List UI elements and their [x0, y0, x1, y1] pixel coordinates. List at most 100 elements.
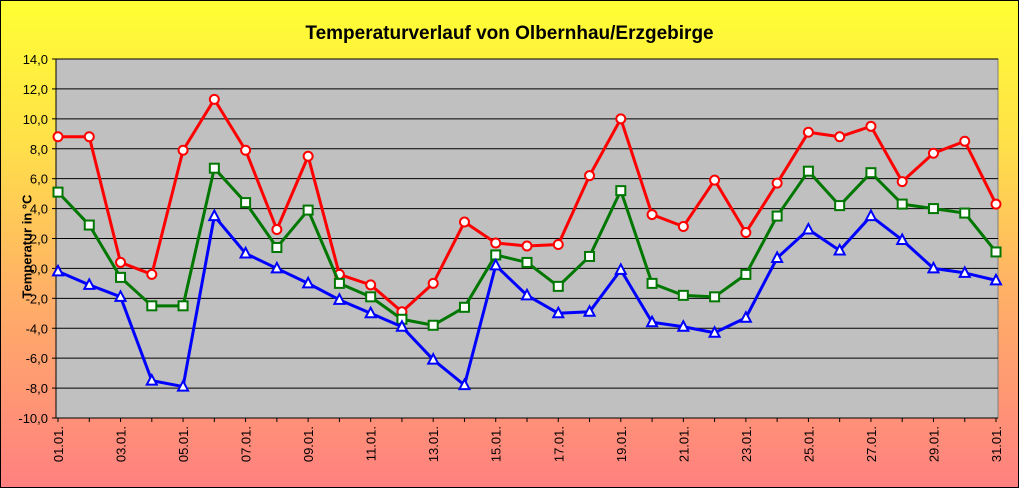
x-tick-label: 11.01.	[364, 426, 379, 461]
x-tick-label: 21.01.	[676, 426, 691, 462]
data-point-series-2	[990, 246, 1002, 258]
axes	[55, 59, 998, 422]
data-point-series-1	[521, 240, 533, 252]
data-point-series-2	[458, 301, 470, 313]
y-tick-label: -8,0	[26, 381, 48, 396]
data-point-series-2	[802, 165, 814, 177]
data-point-series-3	[238, 245, 253, 259]
data-point-series-2	[302, 204, 314, 216]
y-tick-label: 14,0	[23, 52, 48, 67]
data-point-series-1	[615, 113, 627, 125]
data-point-series-3	[958, 265, 972, 278]
y-tick-labels: 14,0 12,0 10,0 8,0 6,0 4,0 2,0 0,0 -2,0 -4,0 -6,0 -…	[18, 52, 48, 426]
data-point-series-2	[927, 203, 939, 215]
data-point-series-3	[51, 263, 65, 277]
data-point-series-1	[927, 147, 939, 159]
data-point-series-1	[427, 277, 439, 289]
data-point-series-3	[301, 275, 315, 289]
data-point-series-2	[146, 300, 158, 312]
data-point-series-2	[865, 167, 877, 179]
data-point-series-3	[833, 242, 847, 256]
data-point-series-1	[802, 126, 814, 138]
data-point-series-2	[646, 277, 658, 289]
y-tick-label: -6,0	[26, 351, 48, 366]
data-point-series-2	[896, 198, 908, 210]
data-point-series-1	[896, 176, 908, 188]
y-tick-label: 4,0	[30, 202, 48, 217]
data-point-series-1	[240, 144, 252, 156]
y-tick-label: 12,0	[23, 82, 48, 97]
x-tick-label: 31.01.	[989, 426, 1004, 462]
x-tick-label: 05.01.	[176, 426, 191, 462]
data-point-series-3	[207, 208, 221, 222]
data-point-series-1	[365, 279, 377, 291]
data-point-series-3	[395, 319, 409, 332]
x-tick-label: 19.01.	[614, 426, 629, 462]
data-point-series-3	[82, 277, 96, 290]
data-point-series-1	[959, 135, 971, 147]
data-point-series-3	[582, 304, 597, 317]
x-tick-label: 15.01.	[489, 426, 504, 462]
data-point-series-1	[552, 238, 564, 250]
data-point-series-2	[333, 277, 345, 289]
data-point-series-1	[83, 131, 95, 143]
data-point-series-2	[115, 271, 127, 283]
data-point-series-2	[365, 291, 377, 303]
series-group	[51, 93, 1003, 392]
data-point-series-3	[989, 272, 1003, 286]
data-point-series-2	[427, 319, 439, 331]
y-tick-label: -10,0	[18, 411, 48, 426]
data-point-series-1	[208, 93, 220, 105]
data-point-series-2	[83, 219, 95, 231]
data-point-series-3	[270, 260, 284, 274]
data-point-series-2	[709, 291, 721, 303]
data-point-series-3	[614, 262, 628, 275]
data-point-series-3	[113, 289, 128, 302]
y-tick-label: -4,0	[26, 321, 48, 336]
x-tick-label: 27.01.	[864, 426, 879, 462]
data-point-series-3	[864, 208, 878, 222]
data-point-series-2	[208, 162, 220, 174]
data-point-series-2	[959, 207, 971, 219]
x-tick-label: 07.01.	[239, 426, 254, 462]
x-tick-label: 29.01.	[926, 426, 941, 462]
data-point-series-1	[740, 227, 752, 239]
data-point-series-3	[770, 250, 784, 263]
y-tick-label: 2,0	[30, 232, 48, 247]
data-point-series-2	[834, 200, 846, 212]
data-point-series-3	[332, 292, 347, 305]
x-tick-labels: 01.01. 03.01. 05.01. 07.01. 09.01. 11.01. 13.0…	[51, 426, 1004, 462]
x-tick-label: 17.01.	[551, 426, 566, 462]
data-point-series-2	[521, 256, 533, 268]
data-point-series-1	[709, 174, 721, 186]
data-point-series-3	[895, 232, 909, 245]
data-point-series-2	[584, 250, 596, 262]
data-point-series-2	[677, 289, 689, 301]
data-point-series-1	[865, 120, 877, 132]
x-tick-label: 25.01.	[801, 426, 816, 462]
data-point-series-3	[489, 257, 503, 271]
data-point-series-2	[240, 197, 252, 209]
chart-title: Temperaturverlauf von Olbernhau/Erzgebir…	[305, 23, 714, 44]
data-point-series-1	[990, 198, 1002, 210]
data-point-series-3	[707, 325, 722, 338]
data-point-series-2	[271, 241, 283, 253]
data-point-series-3	[739, 310, 753, 323]
data-point-series-2	[552, 280, 564, 292]
x-tick-label: 03.01.	[114, 426, 129, 462]
data-point-series-1	[646, 209, 658, 221]
data-point-series-3	[551, 305, 565, 319]
data-point-series-1	[146, 268, 158, 280]
y-tick-label: 0,0	[30, 261, 48, 276]
data-point-series-3	[145, 372, 159, 386]
data-point-series-3	[426, 352, 440, 365]
y-axis-label: Temperatur in °C	[19, 194, 35, 299]
data-point-series-1	[834, 131, 846, 143]
data-point-series-1	[771, 177, 783, 189]
y-tick-label: -2,0	[26, 291, 48, 306]
data-point-series-3	[801, 221, 816, 235]
data-point-series-1	[677, 221, 689, 233]
x-tick-label: 09.01.	[301, 426, 316, 462]
data-point-series-3	[176, 378, 190, 392]
